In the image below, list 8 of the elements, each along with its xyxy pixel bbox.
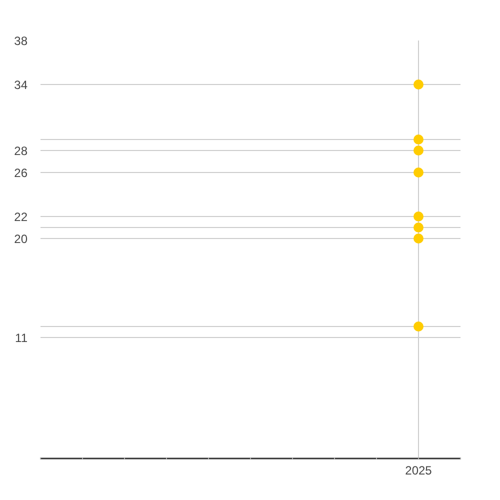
y-tick-label: 20 [14,232,28,246]
y-tick-label: 22 [14,210,28,224]
y-tick-label: 26 [14,166,28,180]
x-tick-label: 2025 [405,464,432,478]
y-tick-label: 34 [14,78,28,92]
y-tick-label: 38 [14,34,28,48]
y-tick-label: 11 [15,331,28,345]
y-tick-label: 28 [14,144,28,158]
